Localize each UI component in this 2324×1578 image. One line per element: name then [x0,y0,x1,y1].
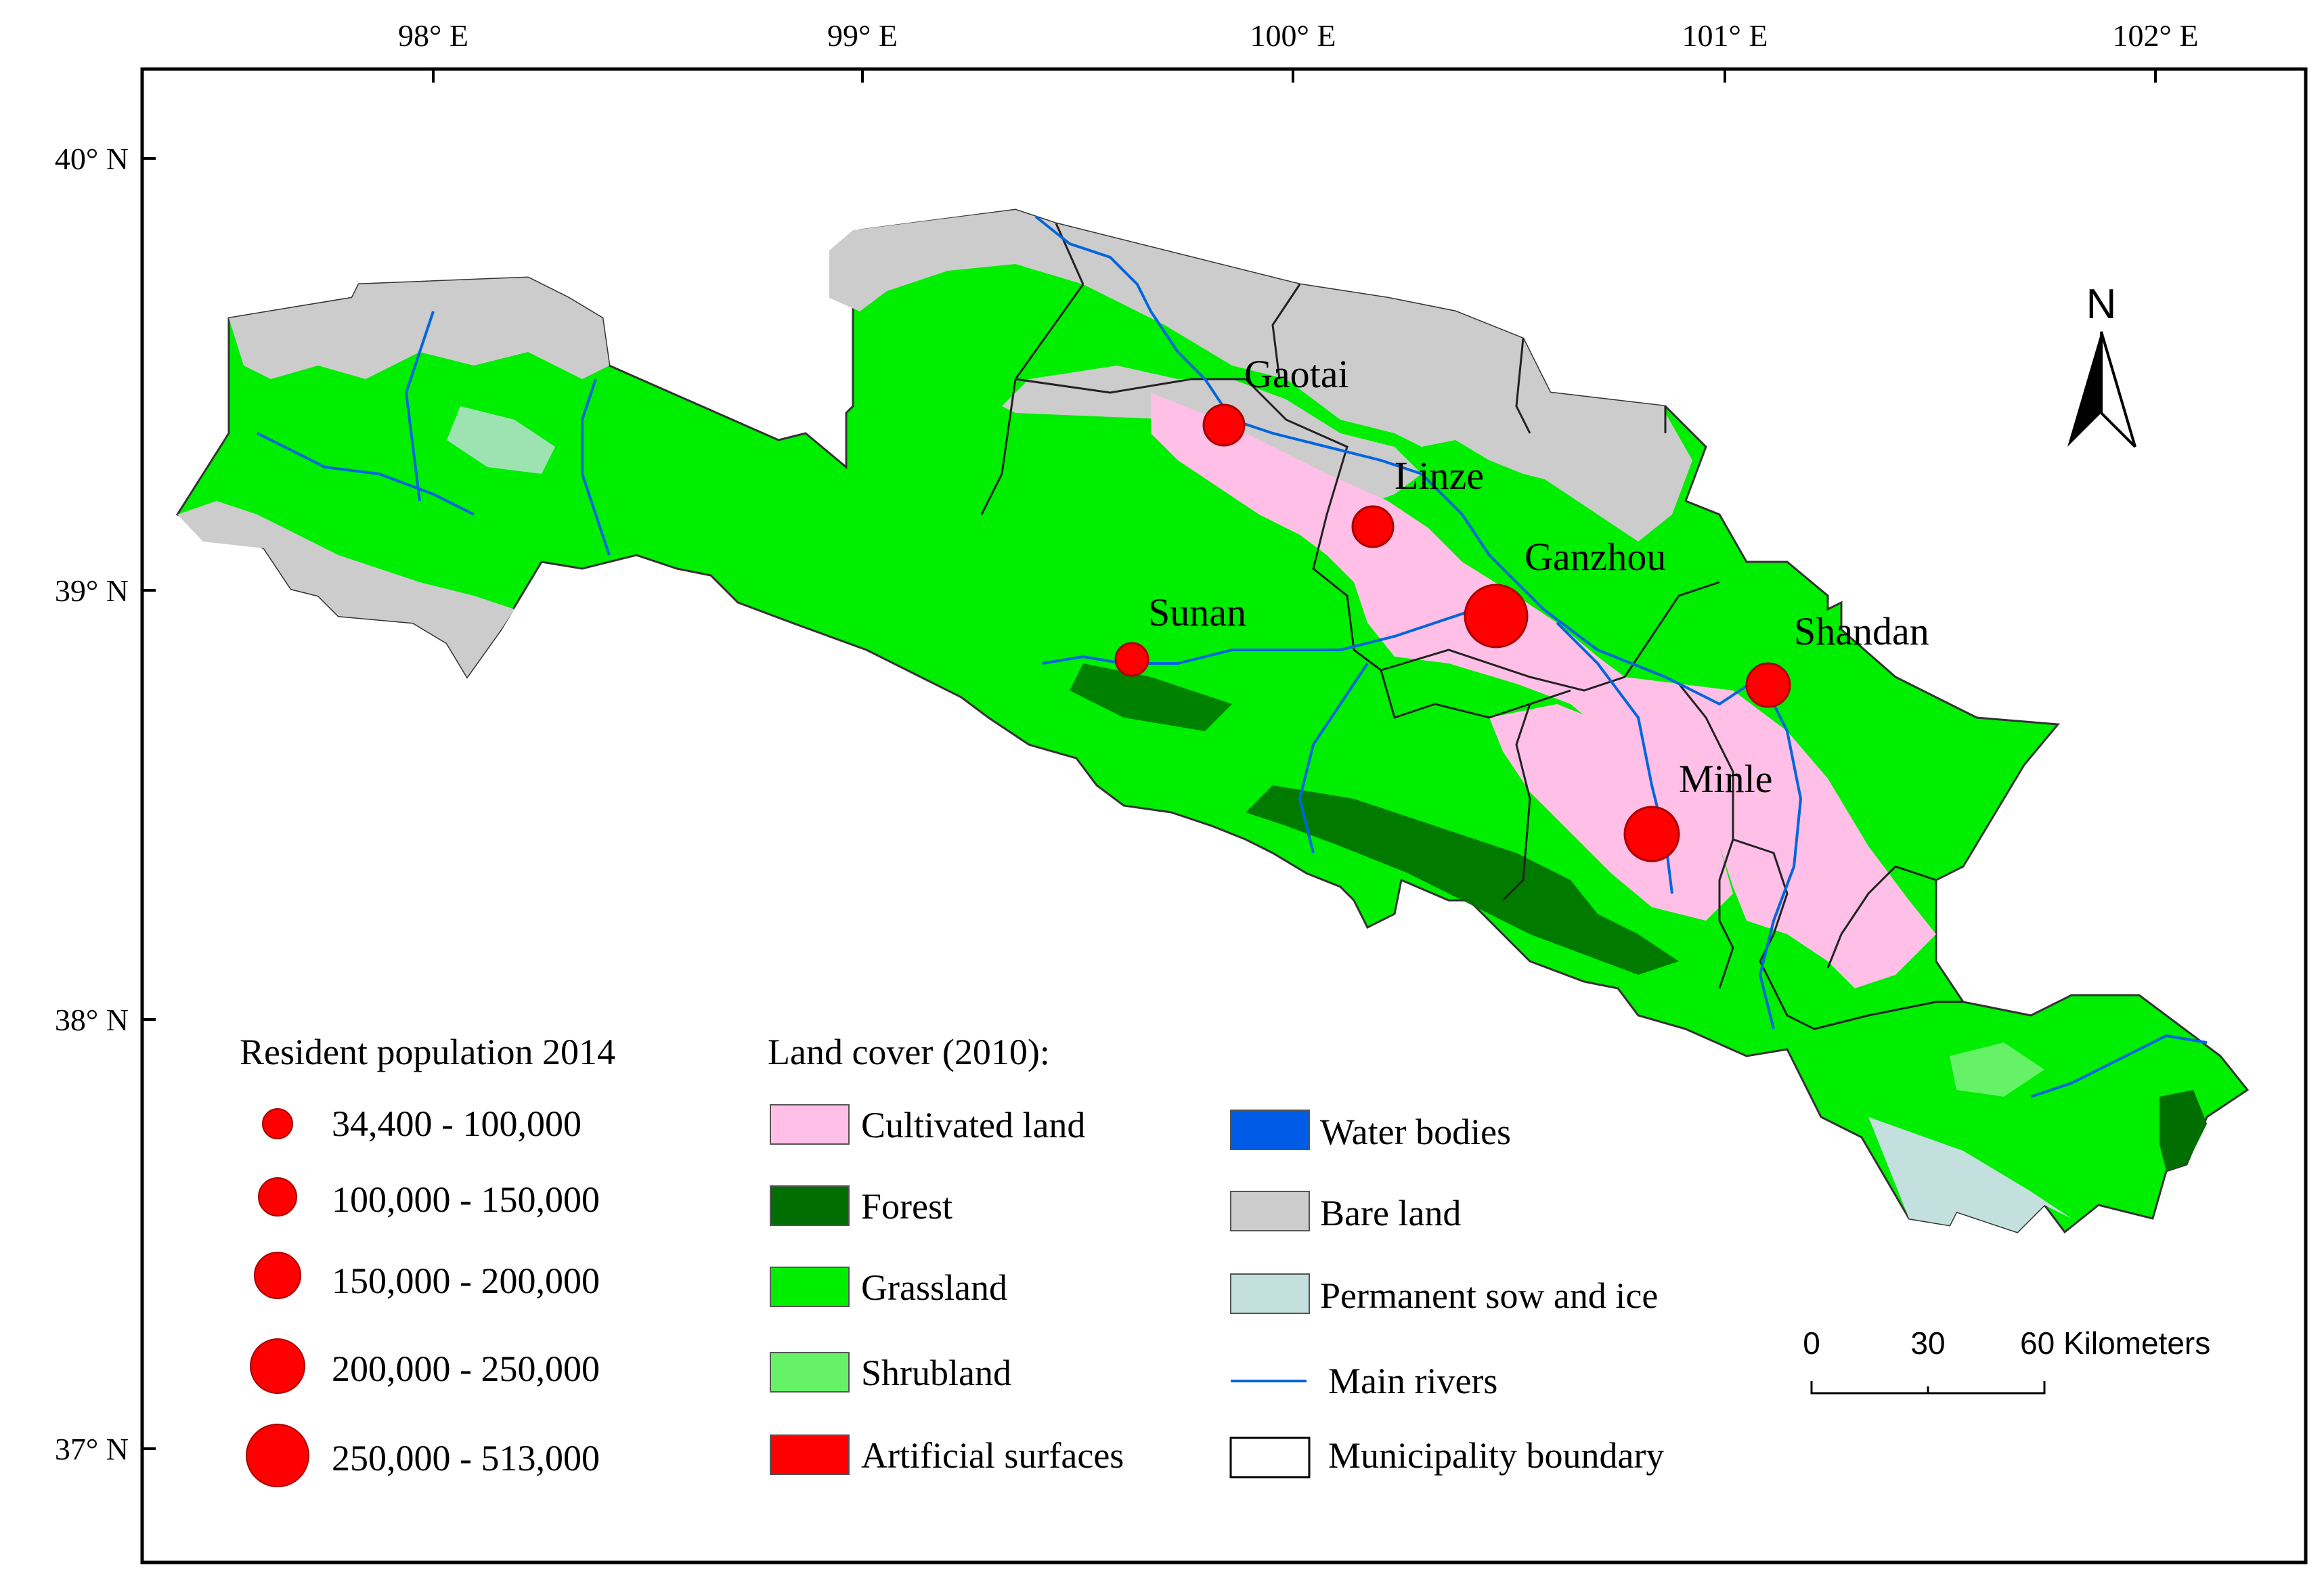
snow-ice-southeast [1868,1117,2071,1232]
town-label-shandan: Shandan [1794,609,1929,653]
population-legend-label: 34,400 - 100,000 [332,1103,582,1144]
population-legend-marker [250,1338,305,1394]
town-marker-ganzhou [1464,584,1529,649]
legend-label: Water bodies [1320,1112,1511,1152]
main-rivers [257,215,2208,1098]
legend-swatch-artificial [770,1434,850,1475]
town-label-sunan: Sunan [1148,590,1246,634]
forest-southeast [2159,1090,2207,1171]
north-arrow-icon [2067,332,2101,447]
lon-tick-label: 102° E [2113,18,2199,53]
town-label-gaotai: Gaotai [1244,352,1349,396]
lon-ticks [432,69,2157,83]
bare-land-east [1516,413,1692,542]
landcover-legend-title: Land cover (2010): [768,1032,1050,1072]
town-marker-linze [1351,505,1395,548]
legend-label: Artificial surfaces [861,1435,1124,1476]
legend-label: Cultivated land [861,1105,1085,1145]
population-legend-marker [262,1108,293,1139]
town-marker-minle [1623,806,1680,862]
legend-swatch-shrubland [770,1352,850,1393]
study-region [175,209,2250,1234]
bare-land-north [829,210,1665,487]
population-legend-title: Resident population 2014 [240,1032,615,1072]
legend-swatch-cultivated [770,1104,850,1145]
scale-bar: 0 30 60 Kilometers [1803,1325,2210,1395]
lon-tick-label: 101° E [1682,18,1768,53]
shrubland-patch [1950,1043,2044,1097]
population-legend-marker [258,1177,297,1217]
forest-sunan [1070,663,1232,731]
town-label-ganzhou: Ganzhou [1525,535,1666,579]
town-label-minle: Minle [1679,757,1773,801]
town-marker-sunan [1114,642,1149,677]
town-marker-shandan [1745,662,1791,708]
scale-label-60: 60 Kilometers [2020,1325,2210,1361]
bare-land-west [229,278,609,379]
legend-swatch-forest [770,1185,850,1226]
population-legend-marker [246,1424,309,1487]
cultivated-minle [1489,704,1733,921]
lat-tick-label: 37° N [55,1432,129,1466]
scale-label-0: 0 [1803,1325,1820,1361]
municipality-boundaries [980,223,1963,1030]
cultivated-corridor [1151,393,1936,988]
north-arrow: N [2067,281,2136,448]
population-legend: Resident population 2014 34,400 - 100,00… [240,1032,615,1487]
lon-tick-label: 99° E [827,18,898,53]
legend-label: Permanent sow and ice [1320,1275,1658,1316]
population-legend-label: 200,000 - 250,000 [332,1349,600,1389]
population-legend-label: 150,000 - 200,000 [332,1261,600,1301]
lon-tick-label: 100° E [1250,18,1336,53]
scale-label-30: 30 [1910,1325,1945,1361]
town-markers [1114,403,1791,862]
population-legend-label: 250,000 - 513,000 [332,1438,600,1478]
lon-tick-label: 98° E [398,18,468,53]
legend-swatch-boundary [1229,1437,1311,1478]
legend-swatch-grassland [770,1267,850,1307]
legend-swatch-water [1230,1110,1310,1150]
legend-label: Main rivers [1328,1361,1497,1401]
bare-land-west-south [177,501,514,677]
lat-tick-label: 38° N [55,1003,129,1037]
legend-label: Bare land [1320,1193,1461,1233]
lat-tick-label: 40° N [55,141,129,176]
population-legend-label: 100,000 - 150,000 [332,1179,600,1220]
landcover-legend: Land cover (2010): Cultivated land Fores… [768,1032,1664,1478]
north-arrow-label: N [2086,281,2117,328]
legend-swatch-snow [1230,1273,1310,1314]
legend-label: Municipality boundary [1328,1435,1664,1476]
population-legend-marker [254,1252,301,1299]
lat-ticks [142,157,156,1450]
snow-ice-west [447,406,555,474]
legend-swatch-bare [1230,1191,1310,1231]
town-marker-gaotai [1202,403,1246,447]
lat-tick-label: 39° N [55,573,129,608]
legend-label: Forest [861,1186,952,1227]
legend-label: Shrubland [861,1353,1011,1393]
forest-qilian [1246,785,1679,975]
town-label-linze: Linze [1395,454,1484,498]
legend-label: Grassland [861,1267,1007,1308]
